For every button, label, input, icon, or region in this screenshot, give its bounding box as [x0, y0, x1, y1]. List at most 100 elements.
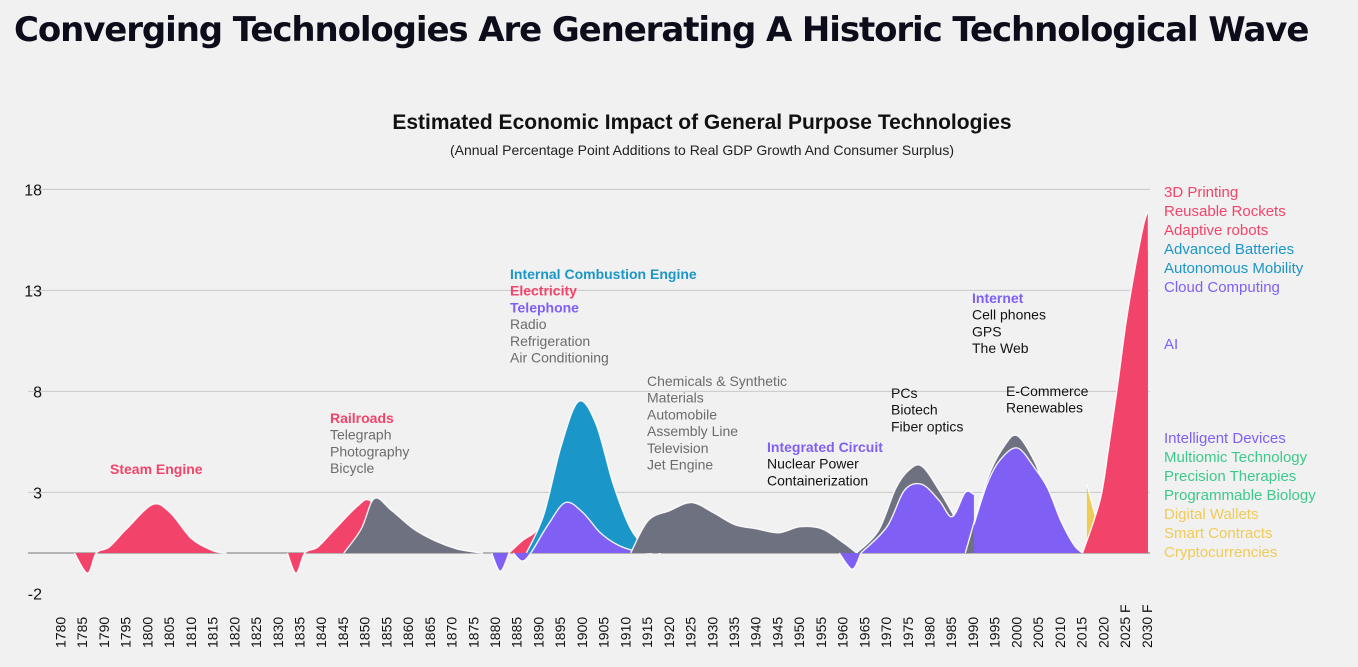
annotation-internet-line: The Web	[972, 340, 1029, 356]
x-tick-label: 1840	[313, 617, 329, 648]
x-tick-label: 1875	[465, 617, 481, 648]
x-tick-label: 1815	[205, 617, 221, 648]
x-tick-label: 1795	[118, 617, 134, 648]
x-tick-label: 1790	[96, 617, 112, 648]
x-tick-label: 1800	[139, 617, 155, 648]
x-tick-label: 1850	[357, 617, 373, 648]
annotation-railroads-line: Telegraph	[330, 427, 392, 443]
series-outline-12	[973, 447, 1084, 554]
legend-item: Programmable Biology	[1164, 487, 1316, 504]
annotation-pcs-line: Fiber optics	[891, 418, 963, 434]
page-title: Converging Technologies Are Generating A…	[14, 10, 1309, 50]
annotation-ic-line: Integrated Circuit	[767, 439, 883, 455]
annotation-chemicals-line: Assembly Line	[647, 423, 738, 439]
x-tick-label: 1965	[856, 617, 872, 648]
series-outline-3	[491, 552, 510, 572]
series-outline-8	[838, 552, 862, 570]
x-tick-label: 1975	[900, 617, 916, 648]
x-tick-label: 1830	[270, 617, 286, 648]
chart-subtitle: (Annual Percentage Point Additions to Re…	[449, 142, 954, 158]
legend-item: AI	[1164, 336, 1179, 353]
x-tick-label: 1925	[683, 617, 699, 648]
series-outline-6	[512, 501, 653, 562]
series-area-railroads-3	[491, 553, 509, 572]
x-tick-label: 1970	[878, 617, 894, 648]
series-outline-2	[343, 497, 484, 554]
x-tick-label: 2025 F	[1117, 604, 1133, 648]
x-tick-label: 2030 F	[1139, 604, 1155, 648]
x-tick-label: 1950	[791, 617, 807, 648]
series-areas	[73, 211, 1149, 574]
x-tick-label: 1890	[531, 617, 547, 648]
legend-item: Intelligent Devices	[1164, 430, 1286, 447]
annotation-internet-line: Internet	[972, 290, 1024, 306]
x-tick-label: 2020	[1095, 617, 1111, 648]
series-outline-10	[860, 482, 975, 554]
y-tick-label: 13	[24, 283, 42, 300]
x-tick-label: 1885	[509, 617, 525, 648]
chart-title: Estimated Economic Impact of General Pur…	[392, 111, 1012, 134]
legend-item: 3D Printing	[1164, 184, 1239, 201]
y-tick-label: 3	[33, 485, 42, 502]
legend-item: Reusable Rockets	[1164, 203, 1286, 220]
x-tick-label: 1995	[987, 617, 1003, 648]
annotation-chemicals-line: Television	[647, 440, 708, 456]
annotation-railroads-line: Railroads	[330, 410, 394, 426]
annotations: Steam Engine RailroadsTelegraphPhotograph…	[110, 266, 1089, 488]
x-tick-label: 2015	[1074, 617, 1090, 648]
y-tick-label: 8	[33, 384, 42, 401]
y-tick-label: 18	[24, 182, 42, 199]
legend-item: Digital Wallets	[1164, 506, 1259, 523]
legend-item: Smart Contracts	[1164, 525, 1273, 542]
x-tick-label: 1945	[769, 617, 785, 648]
annotation-railroads-line: Bicycle	[330, 460, 375, 476]
series-outline-7	[630, 501, 858, 554]
annotation-ice-line: Electricity	[510, 283, 577, 299]
x-tick-label: 1920	[661, 617, 677, 648]
annotation-internet-line: Cell phones	[972, 307, 1046, 323]
series-area-chemicals-synthetic-materials-7	[630, 502, 857, 553]
annotation-ice-line: Radio	[510, 316, 547, 332]
x-tick-label: 1895	[552, 617, 568, 648]
annotation-ecommerce-line: Renewables	[1006, 400, 1083, 416]
series-area-internet-12	[973, 447, 1083, 553]
series-area-steam-engine-0	[74, 503, 227, 574]
x-axis: 1780 1785 1790 1795 1800 1805 1810 1815 1820 1825…	[53, 604, 1155, 648]
x-tick-label: 1935	[726, 617, 742, 648]
legend-item: Cloud Computing	[1164, 279, 1280, 296]
legend-item: Cryptocurrencies	[1164, 544, 1278, 561]
series-area-railroads-2	[343, 497, 483, 553]
annotation-ice-line: Telephone	[510, 299, 579, 315]
series-area-telephone-6	[513, 502, 653, 562]
annotation-steam-line: Steam Engine	[110, 461, 203, 477]
x-tick-label: 1865	[422, 617, 438, 648]
x-tick-label: 2000	[1008, 617, 1024, 648]
x-tick-label: 2005	[1030, 617, 1046, 648]
x-tick-label: 1835	[292, 617, 308, 648]
x-tick-label: 1805	[161, 617, 177, 648]
legend-item: Precision Therapies	[1164, 468, 1297, 485]
series-outline-0	[73, 503, 227, 574]
x-tick-label: 1940	[748, 617, 764, 648]
x-tick-label: 1900	[574, 617, 590, 648]
annotation-chemicals-line: Chemicals & Synthetic	[647, 373, 787, 389]
x-tick-label: 1910	[617, 617, 633, 648]
x-tick-label: 1955	[813, 617, 829, 648]
series-area-pcs-10	[861, 483, 974, 553]
annotation-chemicals-line: Jet Engine	[647, 457, 713, 473]
legend-item: Autonomous Mobility	[1164, 260, 1304, 277]
x-tick-label: 1820	[226, 617, 242, 648]
x-tick-label: 1870	[444, 617, 460, 648]
annotation-chemicals-line: Materials	[647, 390, 704, 406]
series-area-reusable-rockets-16	[1082, 211, 1148, 553]
x-tick-label: 1860	[400, 617, 416, 648]
annotation-ic-line: Containerization	[767, 472, 868, 488]
annotation-ice-line: Internal Combustion Engine	[510, 266, 697, 282]
x-tick-label: 1845	[335, 617, 351, 648]
x-tick-label: 1780	[53, 617, 69, 648]
y-axis: 18 13 8 3 -2	[24, 182, 42, 603]
legend-item: Multiomic Technology	[1164, 449, 1308, 466]
x-tick-label: 1985	[943, 617, 959, 648]
y-tick-label: -2	[28, 586, 42, 603]
